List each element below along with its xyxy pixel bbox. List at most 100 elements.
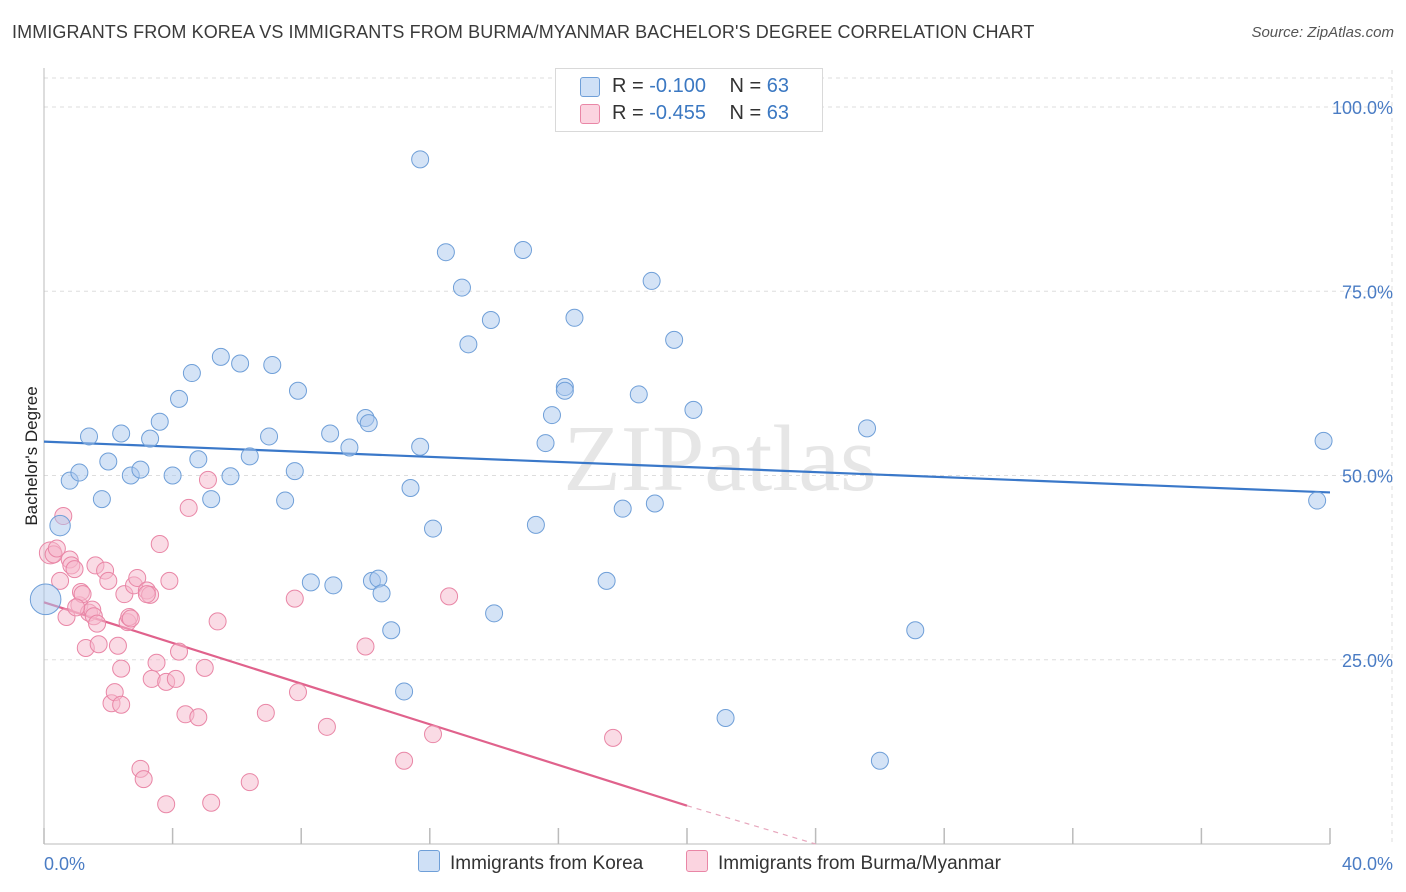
- korea-point: [665, 330, 684, 349]
- watermark: ZIPatlas: [563, 407, 876, 511]
- korea-legend-label: Immigrants from Korea: [450, 853, 644, 874]
- burma-point: [166, 669, 185, 688]
- korea-point: [870, 751, 889, 770]
- burma-point: [88, 614, 107, 633]
- korea-point: [301, 573, 320, 592]
- y-tick-label: 100.0%: [1332, 98, 1393, 118]
- korea-point: [70, 463, 89, 482]
- korea-point: [613, 499, 632, 518]
- bottom-legend-burma: Immigrants from Burma/Myanmar: [686, 850, 1001, 875]
- burma-point: [112, 695, 131, 714]
- korea-point: [321, 424, 340, 443]
- burma-point: [65, 560, 84, 579]
- burma-point: [195, 658, 214, 677]
- burma-point: [112, 659, 131, 678]
- korea-point: [182, 364, 201, 383]
- legend-n-value: 63: [766, 102, 790, 124]
- burma-point: [157, 795, 176, 814]
- korea-point: [642, 271, 661, 290]
- korea-point: [221, 467, 240, 486]
- korea-point: [411, 150, 430, 169]
- korea-point: [514, 240, 533, 259]
- korea-point: [629, 385, 648, 404]
- korea-point: [359, 414, 378, 433]
- y-tick-label: 75.0%: [1342, 282, 1393, 302]
- korea-swatch: [580, 77, 600, 97]
- burma-point: [356, 637, 375, 656]
- korea-point: [382, 621, 401, 640]
- burma-point: [134, 770, 153, 789]
- grid-lines: [44, 70, 1393, 844]
- korea-point: [1314, 431, 1333, 450]
- bottom-legend-korea: Immigrants from Korea: [418, 850, 643, 875]
- burma-point: [147, 653, 166, 672]
- legend-r-label: R =: [612, 102, 650, 124]
- burma-point: [108, 636, 127, 655]
- burma-point: [89, 635, 108, 654]
- korea-point: [150, 412, 169, 431]
- korea-point: [645, 494, 664, 513]
- korea-point: [369, 569, 388, 588]
- korea-point: [536, 434, 555, 453]
- korea-point: [80, 427, 99, 446]
- axes: [43, 68, 1331, 845]
- korea-point: [324, 576, 343, 595]
- burma-point: [604, 728, 623, 747]
- legend-n-label: N =: [729, 102, 767, 124]
- burma-point: [67, 598, 86, 617]
- korea-point: [424, 519, 443, 538]
- korea-point: [263, 355, 282, 374]
- burma-point: [137, 585, 156, 604]
- korea-point: [99, 452, 118, 471]
- burma-point: [51, 571, 70, 590]
- korea-point: [29, 583, 62, 616]
- korea-point: [436, 243, 455, 262]
- trend-lines: [43, 440, 1331, 845]
- korea-point: [131, 460, 150, 479]
- korea-point: [211, 347, 230, 366]
- burma-point: [208, 612, 227, 631]
- korea-point: [459, 335, 478, 354]
- burma-legend-swatch: [686, 850, 708, 872]
- burma-point: [198, 470, 217, 489]
- korea-point: [906, 621, 925, 640]
- burma-point: [240, 773, 259, 792]
- korea-point: [202, 490, 221, 509]
- data-points: [29, 150, 1333, 814]
- korea-point: [288, 381, 307, 400]
- legend-n-label: N =: [729, 75, 767, 97]
- burma-point: [202, 793, 221, 812]
- korea-point: [285, 462, 304, 481]
- korea-point: [565, 308, 584, 327]
- burma-point: [170, 642, 189, 661]
- korea-point: [481, 310, 500, 329]
- legend-r-value: -0.455: [649, 102, 706, 124]
- burma-point: [256, 703, 275, 722]
- korea-point: [260, 427, 279, 446]
- y-tick-label: 50.0%: [1342, 467, 1393, 487]
- korea-point: [542, 406, 561, 425]
- y-tick-label: 25.0%: [1342, 651, 1393, 671]
- korea-point: [485, 604, 504, 623]
- burma-point: [160, 571, 179, 590]
- tick-labels: 25.0% 50.0% 75.0% 100.0% 0.0% 40.0%: [44, 98, 1393, 874]
- legend-n-value: 63: [766, 75, 790, 97]
- korea-point: [49, 514, 71, 537]
- burma-point: [179, 498, 198, 517]
- korea-point: [684, 400, 703, 419]
- korea-point: [276, 491, 295, 510]
- burma-point: [47, 539, 66, 558]
- korea-point: [240, 447, 259, 466]
- legend-r-value: -0.100: [649, 75, 706, 97]
- korea-point: [92, 490, 111, 509]
- burma-point: [288, 683, 307, 702]
- chart-source: Source: ZipAtlas.com: [1251, 24, 1394, 41]
- korea-point: [555, 381, 574, 400]
- korea-point: [112, 424, 131, 443]
- burma-point: [317, 717, 336, 736]
- korea-point: [163, 466, 182, 485]
- burma-point: [395, 751, 414, 770]
- burma-point: [285, 589, 304, 608]
- korea-point: [597, 571, 616, 590]
